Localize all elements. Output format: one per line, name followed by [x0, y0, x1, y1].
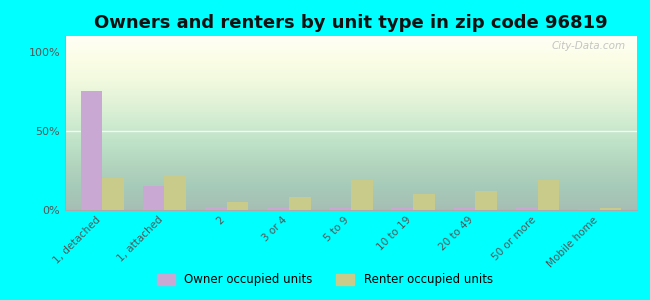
Bar	[81, 92, 102, 210]
Bar	[205, 207, 227, 210]
Bar	[351, 180, 372, 210]
Bar	[330, 208, 351, 210]
Bar	[454, 208, 475, 210]
Legend: Owner occupied units, Renter occupied units: Owner occupied units, Renter occupied un…	[153, 269, 497, 291]
Bar	[413, 194, 435, 210]
Bar	[267, 208, 289, 210]
Bar	[227, 202, 248, 210]
Title: Owners and renters by unit type in zip code 96819: Owners and renters by unit type in zip c…	[94, 14, 608, 32]
Bar	[578, 209, 600, 210]
Text: City-Data.com: City-Data.com	[551, 41, 625, 51]
Bar	[391, 208, 413, 210]
Bar	[102, 178, 124, 210]
Bar	[143, 186, 164, 210]
Bar	[600, 208, 621, 210]
Bar	[538, 180, 559, 210]
Bar	[164, 175, 187, 210]
Bar	[515, 207, 538, 210]
Bar	[289, 197, 311, 210]
Bar	[475, 191, 497, 210]
